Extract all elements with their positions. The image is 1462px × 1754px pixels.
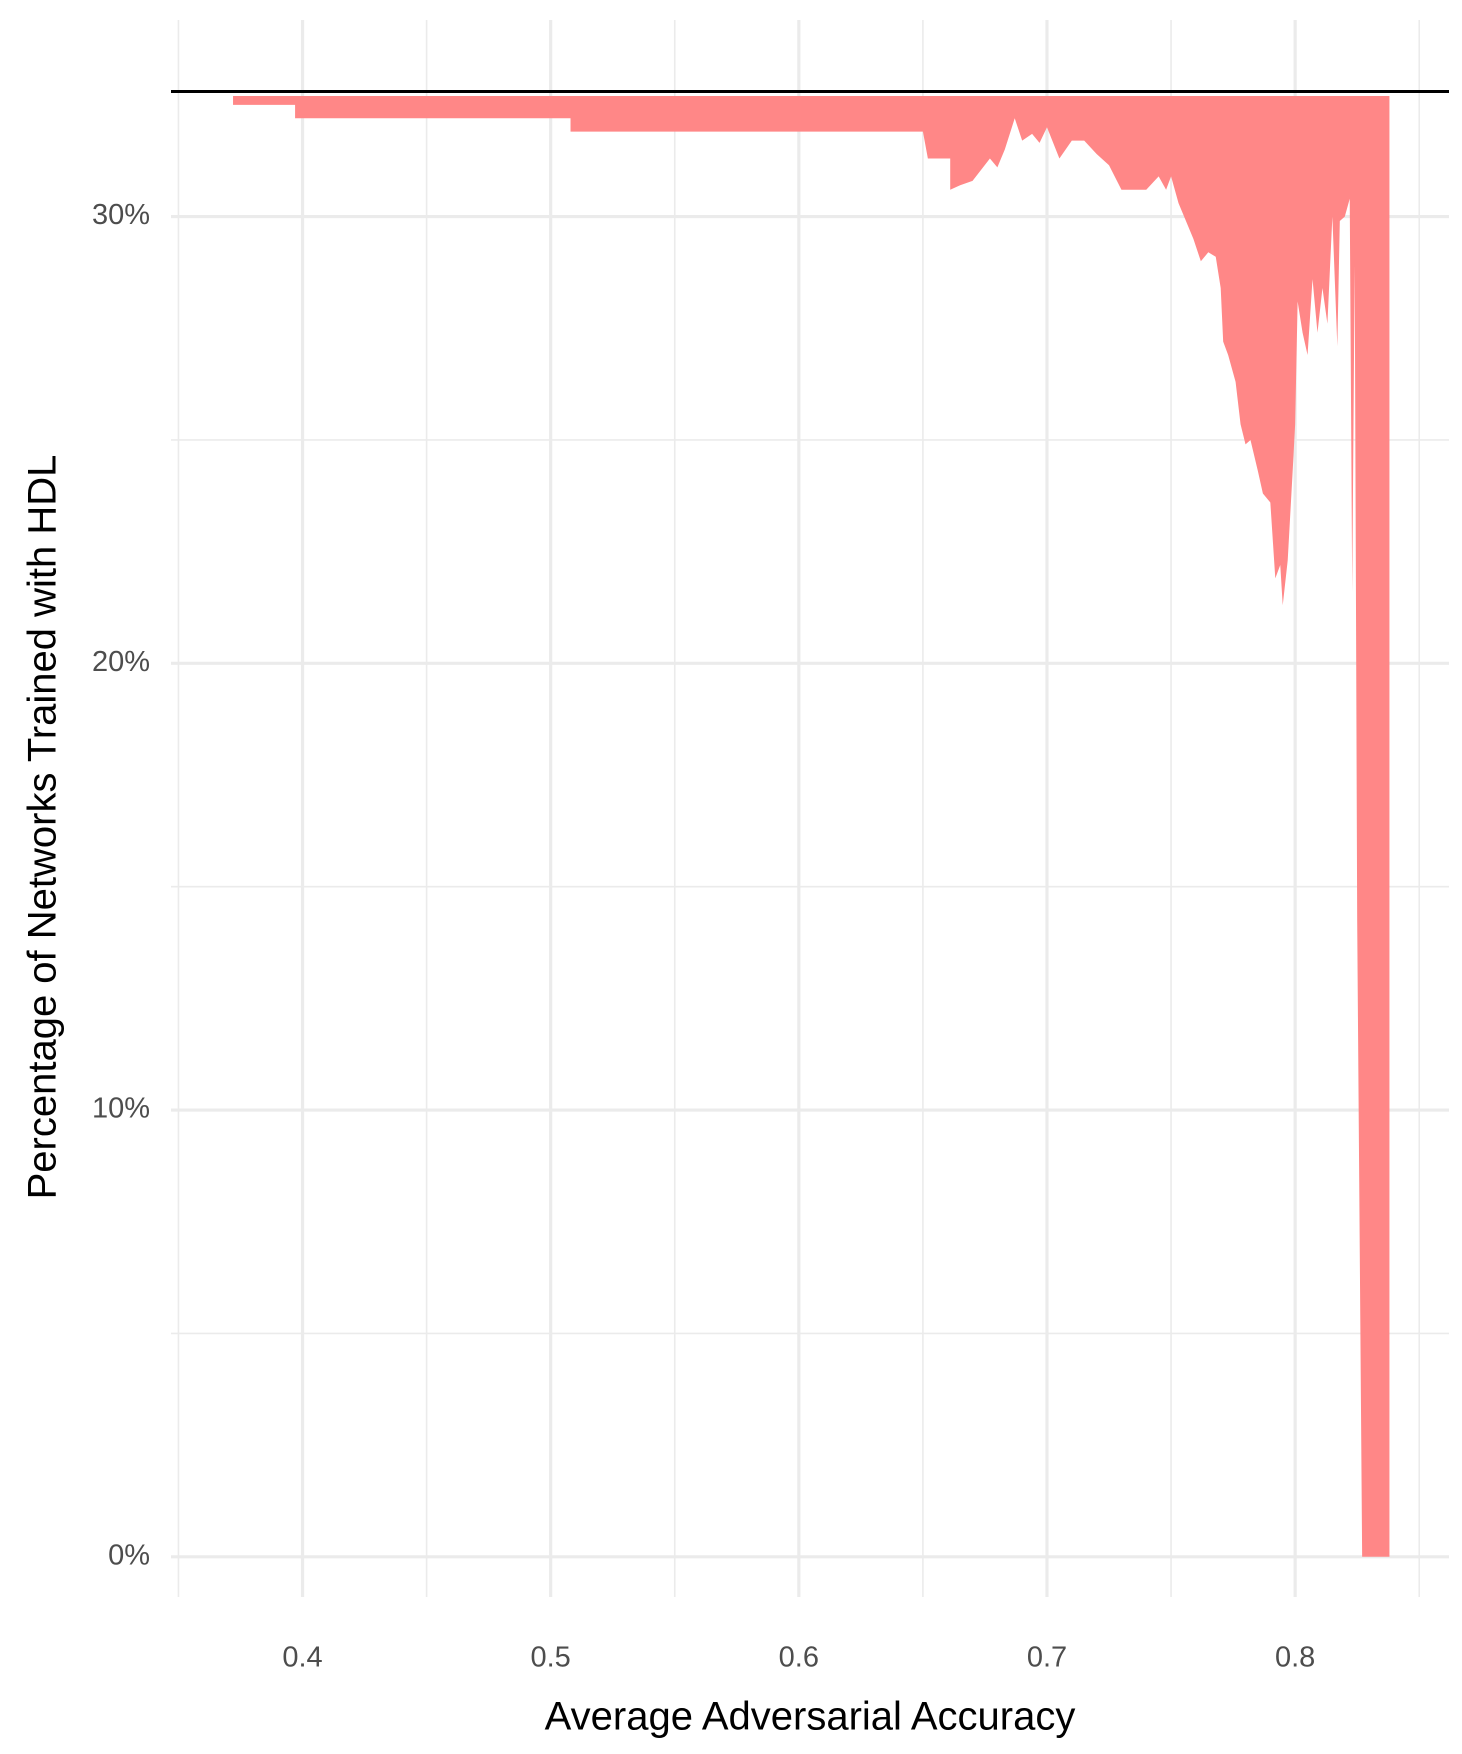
- y-tick-label: 10%: [92, 1093, 150, 1125]
- y-tick-label: 20%: [92, 646, 150, 678]
- x-tick-label: 0.4: [282, 1642, 322, 1674]
- y-axis-title: Percentage of Networks Trained with HDL: [21, 455, 65, 1200]
- x-tick-label: 0.5: [531, 1642, 571, 1674]
- y-tick-label: 30%: [92, 199, 150, 231]
- x-tick-label: 0.6: [779, 1642, 819, 1674]
- y-tick-label: 0%: [108, 1539, 150, 1571]
- ribbon-area: [233, 95, 1390, 1557]
- x-tick-label: 0.8: [1275, 1642, 1315, 1674]
- x-tick-label: 0.7: [1027, 1642, 1067, 1674]
- x-axis-title: Average Adversarial Accuracy: [545, 1695, 1076, 1739]
